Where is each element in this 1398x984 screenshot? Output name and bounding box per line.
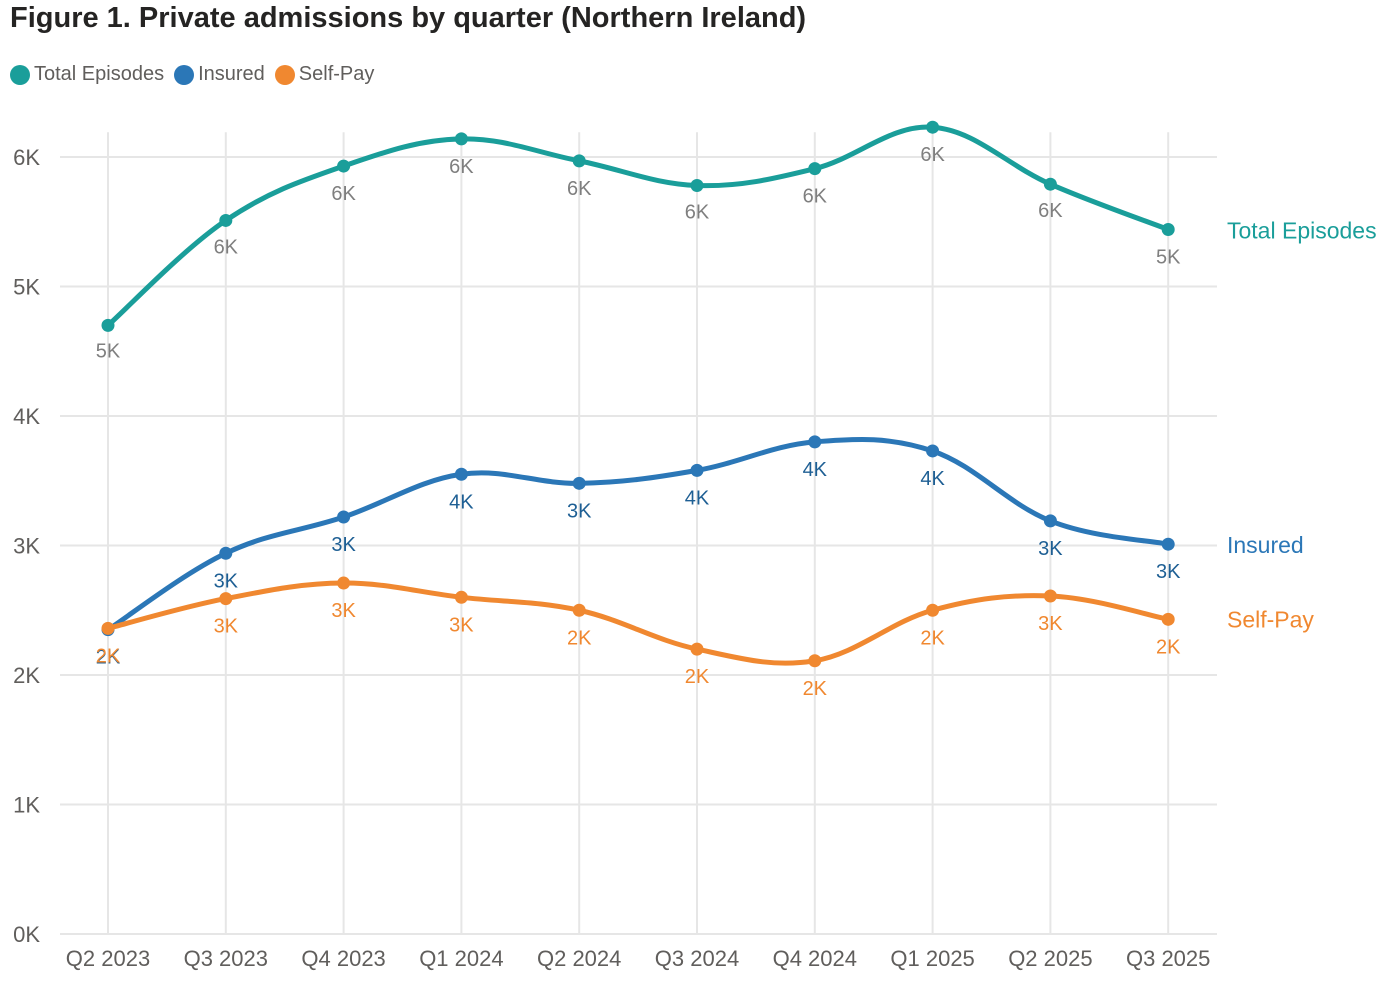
x-tick-label: Q3 2024	[655, 946, 739, 971]
legend-item-total-episodes[interactable]: Total Episodes	[10, 63, 164, 86]
data-point-insured[interactable]	[337, 510, 351, 524]
series-insured: 2K 3K 3K 4K 3K 4K 4K 4K 3K 3K	[96, 435, 1181, 669]
x-tick-label: Q3 2025	[1126, 946, 1210, 971]
data-point-insured[interactable]	[926, 444, 940, 458]
data-label-total-episodes: 6K	[685, 201, 710, 223]
data-label-total-episodes: 6K	[567, 178, 592, 200]
x-tick-label: Q2 2025	[1008, 946, 1092, 971]
data-point-self-pay[interactable]	[808, 654, 822, 668]
data-label-total-episodes: 6K	[449, 156, 474, 178]
series-end-label-insured: Insured	[1227, 532, 1304, 558]
x-tick-label: Q4 2024	[773, 946, 857, 971]
x-tick-label: Q4 2023	[301, 946, 385, 971]
y-tick-label: 1K	[13, 793, 40, 818]
y-tick-label: 5K	[13, 275, 40, 300]
data-point-total-episodes[interactable]	[219, 213, 233, 227]
data-label-total-episodes: 6K	[803, 186, 828, 208]
legend: Total Episodes Insured Self-Pay	[10, 63, 384, 86]
data-point-self-pay[interactable]	[1043, 589, 1057, 603]
series-self-pay: 2K 3K 3K 3K 2K 2K 2K 2K 3K 2K	[96, 576, 1181, 700]
x-tick-label: Q3 2023	[184, 946, 268, 971]
data-point-total-episodes[interactable]	[101, 318, 115, 332]
data-label-insured: 4K	[685, 487, 710, 509]
data-label-self-pay: 2K	[685, 666, 710, 688]
legend-item-self-pay[interactable]: Self-Pay	[274, 63, 375, 86]
data-label-self-pay: 3K	[214, 616, 239, 638]
data-point-self-pay[interactable]	[454, 590, 468, 604]
y-tick-label: 4K	[13, 404, 40, 429]
x-tick-label: Q2 2023	[66, 946, 150, 971]
data-label-insured: 3K	[331, 534, 356, 556]
data-point-total-episodes[interactable]	[337, 159, 351, 173]
data-point-self-pay[interactable]	[572, 603, 586, 617]
data-label-self-pay: 3K	[449, 614, 474, 636]
data-label-insured: 3K	[567, 500, 592, 522]
y-tick-label: 6K	[13, 145, 40, 170]
y-tick-label: 3K	[13, 534, 40, 559]
legend-marker-insured	[174, 64, 195, 85]
data-point-self-pay[interactable]	[219, 592, 233, 606]
data-label-insured: 3K	[1156, 561, 1181, 583]
legend-marker-self-pay	[274, 64, 295, 85]
x-tick-label: Q1 2024	[419, 946, 503, 971]
data-label-self-pay: 2K	[96, 645, 121, 667]
data-label-insured: 3K	[1038, 538, 1063, 560]
data-point-insured[interactable]	[454, 467, 468, 481]
data-label-total-episodes: 5K	[96, 340, 121, 362]
legend-label-self-pay: Self-Pay	[298, 63, 375, 85]
data-label-insured: 4K	[449, 491, 474, 513]
data-label-total-episodes: 6K	[214, 236, 239, 258]
data-point-insured[interactable]	[690, 463, 704, 477]
data-point-insured[interactable]	[1161, 537, 1175, 551]
data-point-total-episodes[interactable]	[1161, 223, 1175, 237]
data-point-insured[interactable]	[1043, 514, 1057, 528]
data-point-total-episodes[interactable]	[572, 154, 586, 168]
data-label-total-episodes: 6K	[920, 144, 945, 166]
series-line-insured	[105, 436, 1171, 633]
data-point-insured[interactable]	[808, 435, 822, 449]
data-point-self-pay[interactable]	[1161, 612, 1175, 626]
data-label-self-pay: 2K	[803, 678, 828, 700]
data-label-self-pay: 2K	[1156, 636, 1181, 658]
data-label-insured: 2K	[96, 647, 121, 669]
y-tick-label: 2K	[13, 663, 40, 688]
data-point-total-episodes[interactable]	[808, 162, 822, 176]
data-label-total-episodes: 5K	[1156, 247, 1181, 269]
data-label-insured: 3K	[214, 570, 239, 592]
data-point-insured[interactable]	[219, 546, 233, 560]
data-label-self-pay: 2K	[567, 627, 592, 649]
series-end-label-self-pay: Self-Pay	[1227, 606, 1314, 632]
legend-label-total-episodes: Total Episodes	[34, 63, 165, 85]
data-point-self-pay[interactable]	[926, 603, 940, 617]
y-tick-label: 0K	[13, 922, 40, 947]
legend-marker-total-episodes	[10, 64, 30, 85]
gridlines	[60, 132, 1217, 935]
data-label-insured: 4K	[803, 459, 828, 481]
data-label-total-episodes: 6K	[1038, 200, 1063, 222]
data-point-total-episodes[interactable]	[926, 120, 940, 134]
series-line-self-pay	[105, 580, 1171, 666]
data-point-total-episodes[interactable]	[690, 178, 704, 192]
data-label-self-pay: 2K	[920, 627, 945, 649]
data-point-insured[interactable]	[572, 476, 586, 490]
data-point-self-pay[interactable]	[690, 642, 704, 656]
data-label-insured: 4K	[920, 468, 945, 490]
data-point-self-pay[interactable]	[337, 576, 351, 590]
series-total-episodes: 5K 6K 6K 6K 6K 6K 6K 6K 6K 5K	[96, 120, 1181, 362]
chart-title: Figure 1. Private admissions by quarter …	[10, 2, 807, 34]
data-point-total-episodes[interactable]	[454, 132, 468, 146]
series-line-total-episodes	[105, 124, 1171, 328]
x-tick-label: Q1 2025	[890, 946, 974, 971]
data-label-self-pay: 3K	[1038, 613, 1063, 635]
data-label-total-episodes: 6K	[331, 183, 356, 205]
legend-item-insured[interactable]: Insured	[174, 63, 265, 86]
data-point-self-pay[interactable]	[101, 621, 115, 635]
data-label-self-pay: 3K	[331, 600, 356, 622]
data-point-total-episodes[interactable]	[1043, 177, 1057, 191]
legend-label-insured: Insured	[198, 63, 265, 85]
series-end-label-total-episodes: Total Episodes	[1227, 218, 1377, 244]
x-tick-label: Q2 2024	[537, 946, 621, 971]
